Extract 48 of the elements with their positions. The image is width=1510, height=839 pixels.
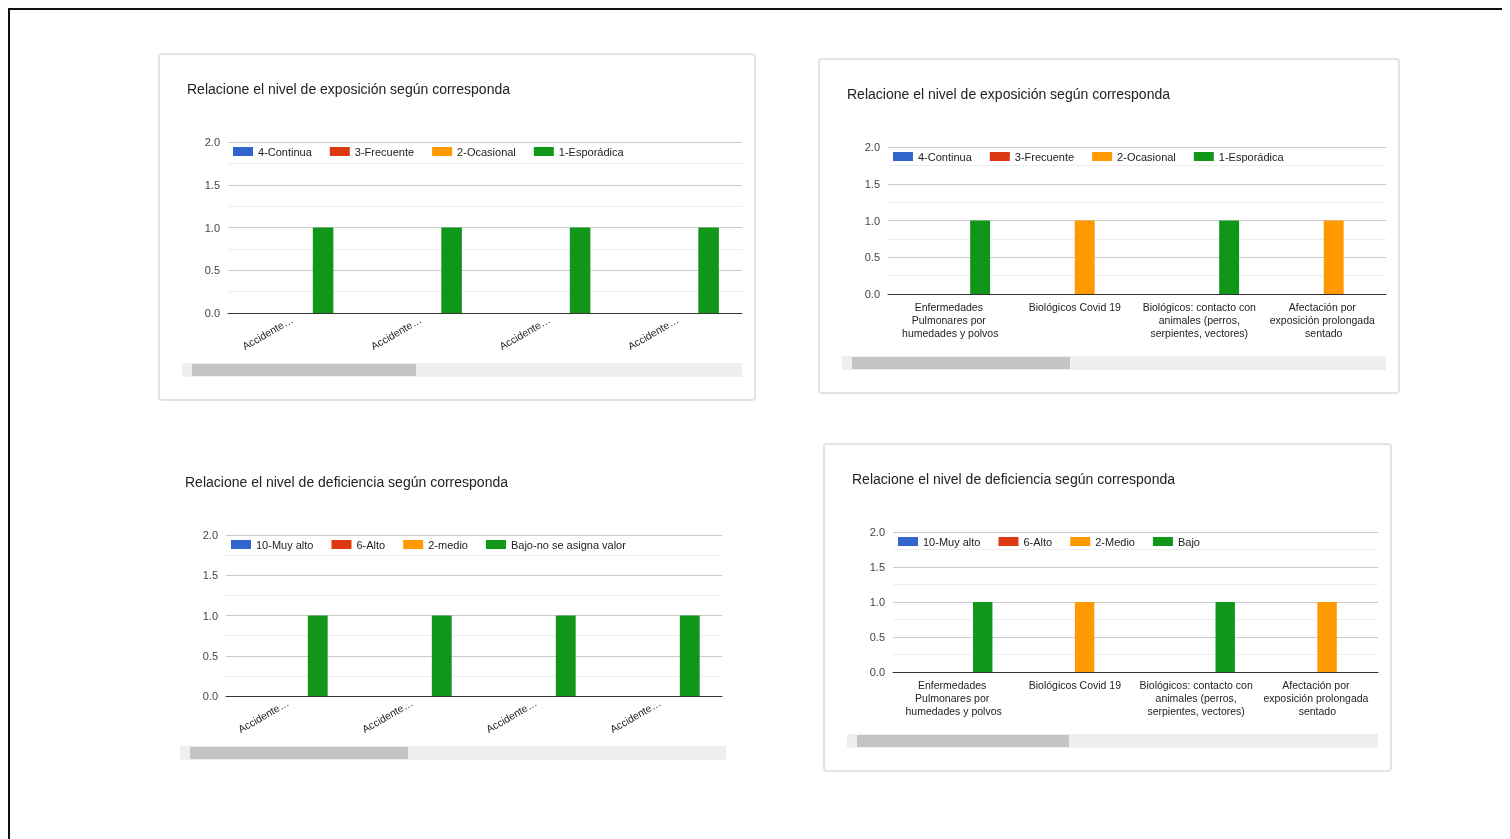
legend-label: 2-Ocasional (457, 145, 516, 158)
chart-title: Relacione el nivel de deficiencia según corresponda (852, 471, 1176, 487)
x-tick-label: Biológicos: contacto con animales (perros, serpientes, vectores) (1142, 300, 1257, 339)
legend-label: 6-Alto (1023, 535, 1053, 548)
chart-title: Relacione el nivel de exposición según corresponda (187, 81, 511, 97)
legend-label: 4-Continua (258, 145, 313, 158)
y-tick-label: 0.5 (869, 631, 885, 643)
legend-label: 3-Frecuente (1014, 150, 1075, 163)
legend-label: 2-medio (428, 538, 468, 551)
y-tick-label: 0.5 (204, 264, 220, 277)
x-tick-label: Biológicos Covid 19 (1028, 678, 1122, 691)
x-tick-label: Enfermedades Pulmonares por humedades y polvos (902, 300, 999, 339)
legend-label: 1-Esporádica (558, 145, 625, 158)
y-tick-label: 0.5 (864, 251, 880, 264)
legend-label: 2-Ocasional (1117, 150, 1176, 163)
y-tick-label: 0.0 (864, 288, 880, 300)
x-tick-label: Afectación por exposición prolongada sentado (1269, 300, 1378, 339)
y-tick-label: 1.0 (869, 596, 885, 608)
x-tick-label: Biológicos Covid 19 (1028, 300, 1122, 313)
y-tick-label: 0.5 (202, 649, 218, 662)
legend-label: 10-Muy alto (923, 535, 981, 548)
y-tick-label: 0.0 (204, 307, 220, 319)
legend-label: 2-Medio (1095, 535, 1135, 548)
y-tick-label: 0.0 (869, 666, 885, 678)
y-tick-label: 1.0 (204, 221, 220, 234)
y-tick-label: 1.5 (869, 561, 885, 573)
y-tick-label: 1.0 (864, 214, 880, 227)
x-tick-label: Biológicos: contacto con animales (perros, serpientes, vectores) (1139, 678, 1253, 717)
chart-title: Relacione el nivel de exposición según corresponda (847, 86, 1171, 102)
legend-label: Bajo (1177, 535, 1200, 548)
y-tick-label: 1.5 (202, 569, 218, 582)
y-tick-label: 2.0 (869, 526, 885, 538)
x-tick-label: Afectación por exposición prolongada sentado (1263, 678, 1372, 717)
y-tick-label: 0.0 (202, 690, 218, 702)
y-tick-label: 2.0 (204, 136, 220, 148)
y-tick-label: 2.0 (864, 141, 880, 153)
x-tick-label: Enfermedades Pulmonares por humedades y polvos (905, 678, 1002, 717)
y-tick-label: 2.0 (202, 529, 218, 541)
chart-title: Relacione el nivel de deficiencia según corresponda (185, 474, 509, 490)
legend-label: 10-Muy alto (256, 538, 314, 551)
legend-label: 3-Frecuente (354, 145, 415, 158)
legend-label: 1-Esporádica (1218, 150, 1285, 163)
legend-label: Bajo-no se asigna valor (510, 538, 627, 551)
legend-label: 6-Alto (356, 538, 386, 551)
y-tick-label: 1.5 (864, 177, 880, 190)
y-tick-label: 1.0 (202, 609, 218, 622)
y-tick-label: 1.5 (204, 178, 220, 191)
legend-label: 4-Continua (918, 150, 973, 163)
